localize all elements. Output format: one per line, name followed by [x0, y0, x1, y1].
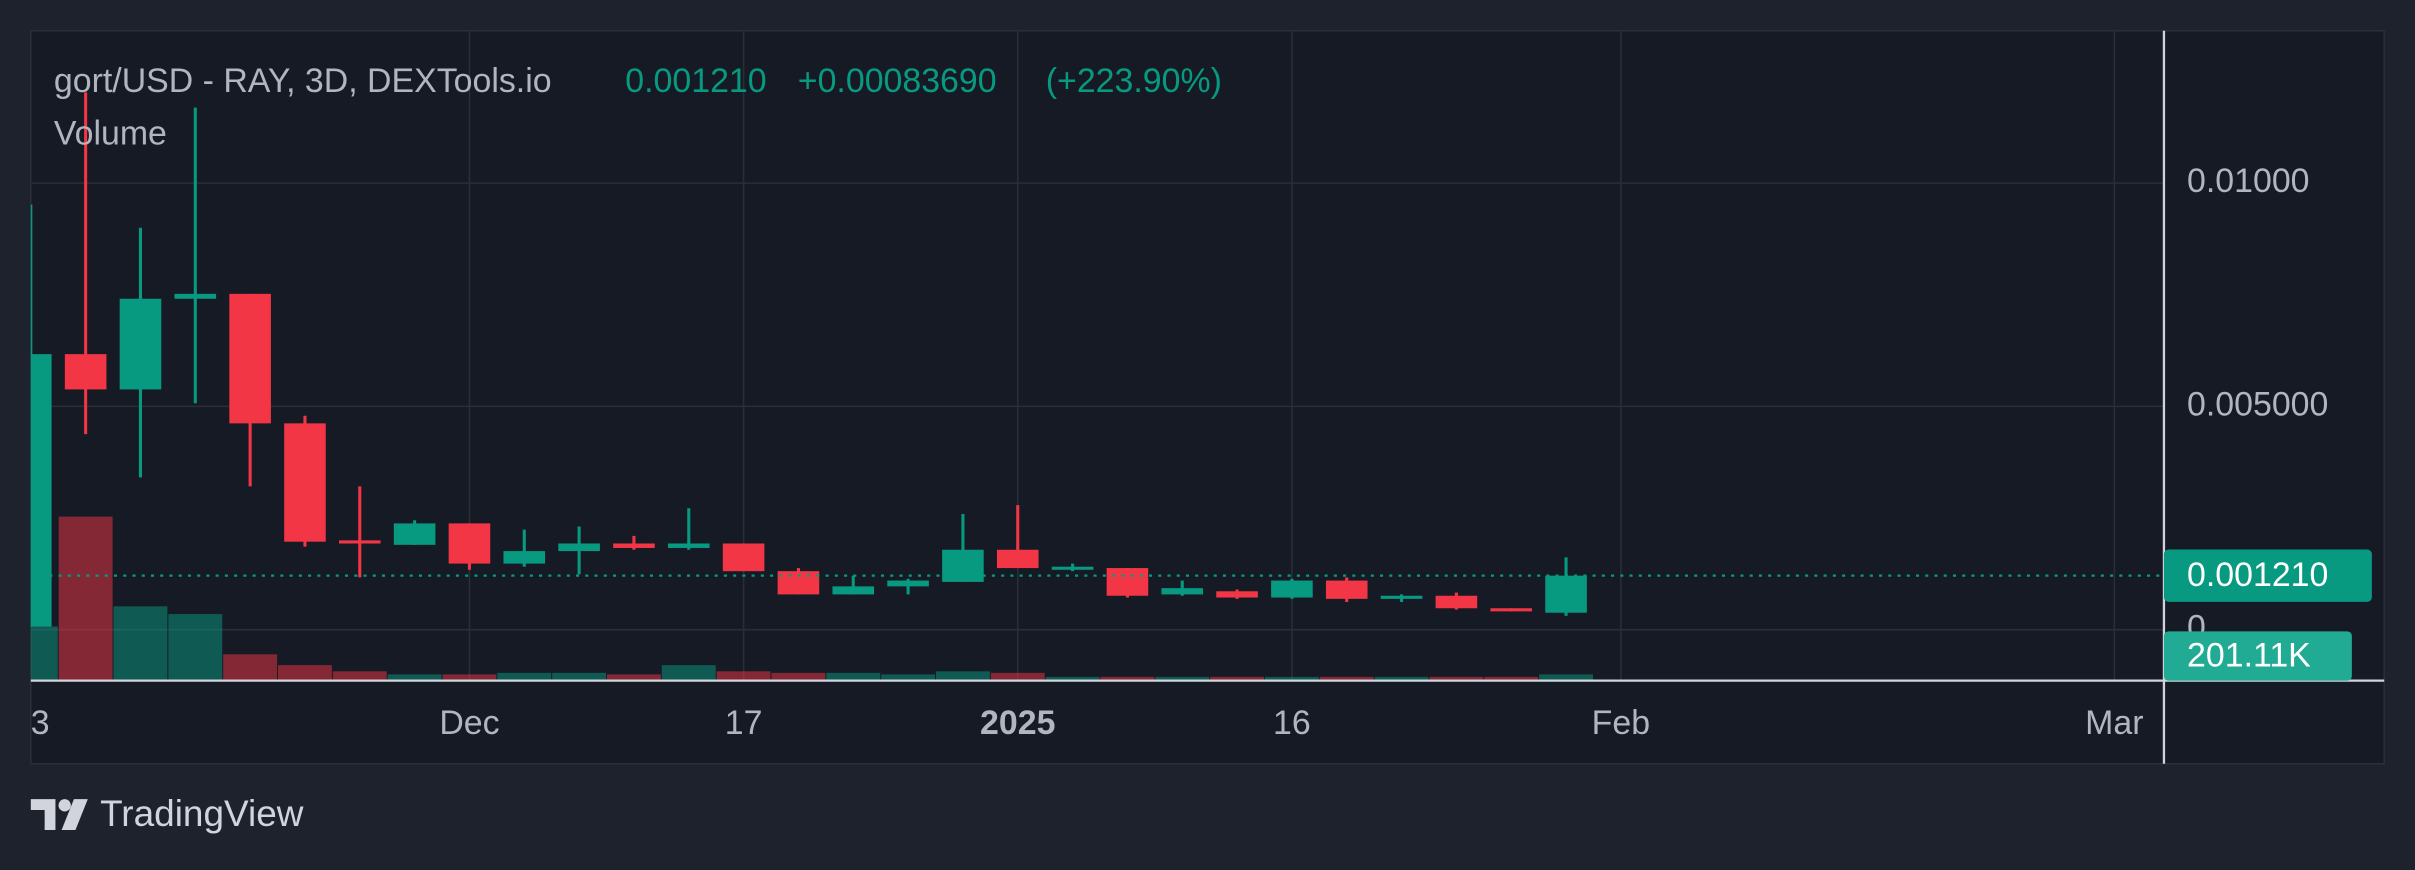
volume-bar [58, 516, 113, 681]
volume-bar [223, 654, 278, 681]
last-price-label: 0.001210 [2187, 556, 2328, 594]
plot-area [30, 92, 2164, 681]
header-price: 0.001210 [625, 62, 766, 100]
candle-body [1325, 580, 1368, 599]
candle-body [887, 580, 929, 587]
last-volume-label: 201.11K [2187, 636, 2311, 674]
grid [30, 30, 2164, 681]
candle-body [448, 523, 491, 564]
candle-body [1051, 566, 1094, 570]
last-volume-box [2163, 631, 2352, 681]
volume-bar [30, 626, 58, 681]
candle-body [1435, 595, 1478, 609]
candle-body [174, 293, 217, 299]
volume-bar [771, 672, 826, 681]
chart-title: gort/USD - RAY, 3D, DEXTools.io [54, 62, 552, 100]
candle-body [558, 543, 600, 552]
candle-body [1216, 591, 1258, 598]
candle-body [1271, 580, 1313, 598]
brand: TradingView [100, 793, 304, 834]
x-tick-label: Dec [439, 704, 499, 742]
volume-bar [332, 671, 387, 681]
volume-bar [1155, 676, 1210, 681]
volume-bar [442, 674, 497, 681]
candle-body [613, 543, 655, 548]
candle-body [1161, 588, 1204, 595]
volume-title: Volume [54, 114, 167, 152]
x-tick-label: 2025 [980, 704, 1055, 742]
volume-bar [168, 614, 223, 681]
header-change-pct: (+223.90%) [1046, 62, 1222, 100]
volume-bar [1210, 676, 1265, 681]
candle-body [338, 540, 381, 544]
volume-bar [881, 674, 936, 681]
candle-body [393, 523, 436, 545]
candle-body [722, 543, 765, 572]
volume-bar [1100, 676, 1155, 681]
candle-body [229, 293, 271, 424]
brand-logo [30, 799, 88, 830]
candle-body [1106, 568, 1149, 596]
volume-bar [606, 674, 661, 681]
candle-body [119, 298, 162, 390]
volume-bar [826, 672, 881, 681]
volume-bar [1429, 676, 1484, 681]
volume-bar [1484, 676, 1539, 681]
plot-frame [30, 30, 2385, 765]
candle-body [1490, 608, 1533, 612]
x-tick-label: Feb [1592, 704, 1650, 742]
volume-bar [935, 671, 990, 681]
header-change: +0.00083690 [798, 62, 997, 100]
x-tick-label: Mar [2085, 704, 2143, 742]
candle-body [667, 543, 710, 548]
volume-bar [1045, 676, 1100, 681]
candle-body [1380, 595, 1423, 599]
candle-body [777, 571, 820, 595]
candle-body [832, 586, 875, 595]
volume-bar [1319, 676, 1374, 681]
volume-bar [552, 672, 607, 681]
volume-bar [387, 674, 442, 681]
last-price-box [2163, 549, 2372, 602]
volume-bar [716, 671, 771, 681]
candle-body [503, 551, 546, 564]
x-tick-label: 16 [1273, 704, 1311, 742]
volume-bar [1374, 676, 1429, 681]
x-tick-label: 3 [31, 704, 50, 742]
candle-body [996, 549, 1039, 569]
candle-body [284, 423, 326, 542]
volume-bar [278, 665, 332, 681]
y-tick-label: 0.005000 [2187, 385, 2328, 423]
y-tick-label: 0.01000 [2187, 162, 2309, 200]
volume-bar [990, 672, 1045, 681]
candle-body [30, 354, 52, 627]
volume-bar [497, 672, 552, 681]
candle-body [1545, 575, 1587, 613]
volume-bar [661, 665, 716, 681]
volume-bar [1539, 674, 1594, 681]
x-tick-label: 17 [725, 704, 763, 742]
candle-body [64, 354, 107, 390]
candle-body [942, 549, 984, 582]
volume-bar [1264, 676, 1319, 681]
volume-bar [113, 606, 168, 681]
